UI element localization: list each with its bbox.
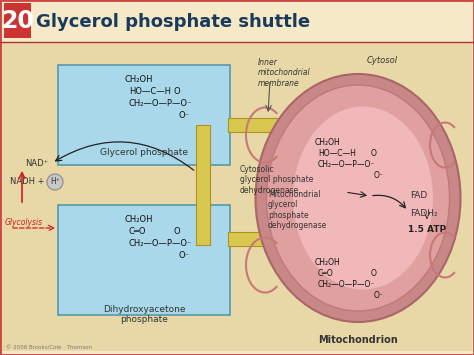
Text: © 2006 Brooks/Cole · Thomson: © 2006 Brooks/Cole · Thomson [6,345,92,350]
Text: CH₂—O—P—O⁻: CH₂—O—P—O⁻ [129,239,192,248]
Text: CH₂—O—P—O⁻: CH₂—O—P—O⁻ [129,99,192,108]
Text: 20: 20 [1,9,34,33]
Text: O⁻: O⁻ [374,171,384,180]
Text: NAD⁺: NAD⁺ [25,158,48,168]
Ellipse shape [255,74,461,322]
Bar [58,205,230,315]
Text: Glycerol phosphate shuttle: Glycerol phosphate shuttle [36,13,310,31]
Text: Cytosol: Cytosol [366,56,398,65]
Text: HO—C—H: HO—C—H [318,149,356,158]
Text: O: O [371,269,377,278]
Text: Glycolysis: Glycolysis [5,218,43,227]
Circle shape [47,174,63,190]
Bar [402,222,452,238]
Text: CH₂—O—P—O⁻: CH₂—O—P—O⁻ [318,280,375,289]
Bar [228,118,298,132]
Text: CH₂OH: CH₂OH [125,75,153,84]
Text: 1.5 ATP: 1.5 ATP [408,225,446,235]
Text: HO—C—H: HO—C—H [129,87,171,96]
Text: O⁻: O⁻ [374,291,384,300]
Bar [4,3,31,38]
Bar [228,232,293,246]
Text: Glycerol phosphate: Glycerol phosphate [100,148,188,157]
Text: H⁺: H⁺ [50,178,60,186]
Text: NADH +: NADH + [10,178,47,186]
Text: O: O [174,87,181,96]
Text: CH₂OH: CH₂OH [315,258,341,267]
Text: O⁻: O⁻ [179,251,190,260]
Text: FADH₂: FADH₂ [410,208,438,218]
Text: Mitochondrion: Mitochondrion [318,335,398,345]
Text: CH₂—O—P—O⁻: CH₂—O—P—O⁻ [318,160,375,169]
Bar [330,155,343,270]
Ellipse shape [293,106,433,289]
Text: O: O [371,149,377,158]
Bar [58,65,230,165]
Bar [196,125,210,245]
Text: Cytosolic
glycerol phosphate
dehydrogenase: Cytosolic glycerol phosphate dehydrogena… [240,165,313,195]
Ellipse shape [266,85,449,311]
Text: CH₂OH: CH₂OH [315,138,341,147]
Text: C═O: C═O [318,269,334,278]
Text: CH₂OH: CH₂OH [125,215,153,224]
Text: Inner
mitochondrial
membrane: Inner mitochondrial membrane [258,58,310,88]
Bar [2,43,472,351]
Text: FAD: FAD [410,191,427,200]
Text: Dihydroxyacetone
phosphate: Dihydroxyacetone phosphate [103,305,185,324]
Text: O: O [174,227,181,236]
Text: O⁻: O⁻ [179,111,190,120]
Text: C═O: C═O [129,227,146,236]
Text: Mitochondrial
glycerol
phosphate
dehydrogenase: Mitochondrial glycerol phosphate dehydro… [268,190,327,230]
